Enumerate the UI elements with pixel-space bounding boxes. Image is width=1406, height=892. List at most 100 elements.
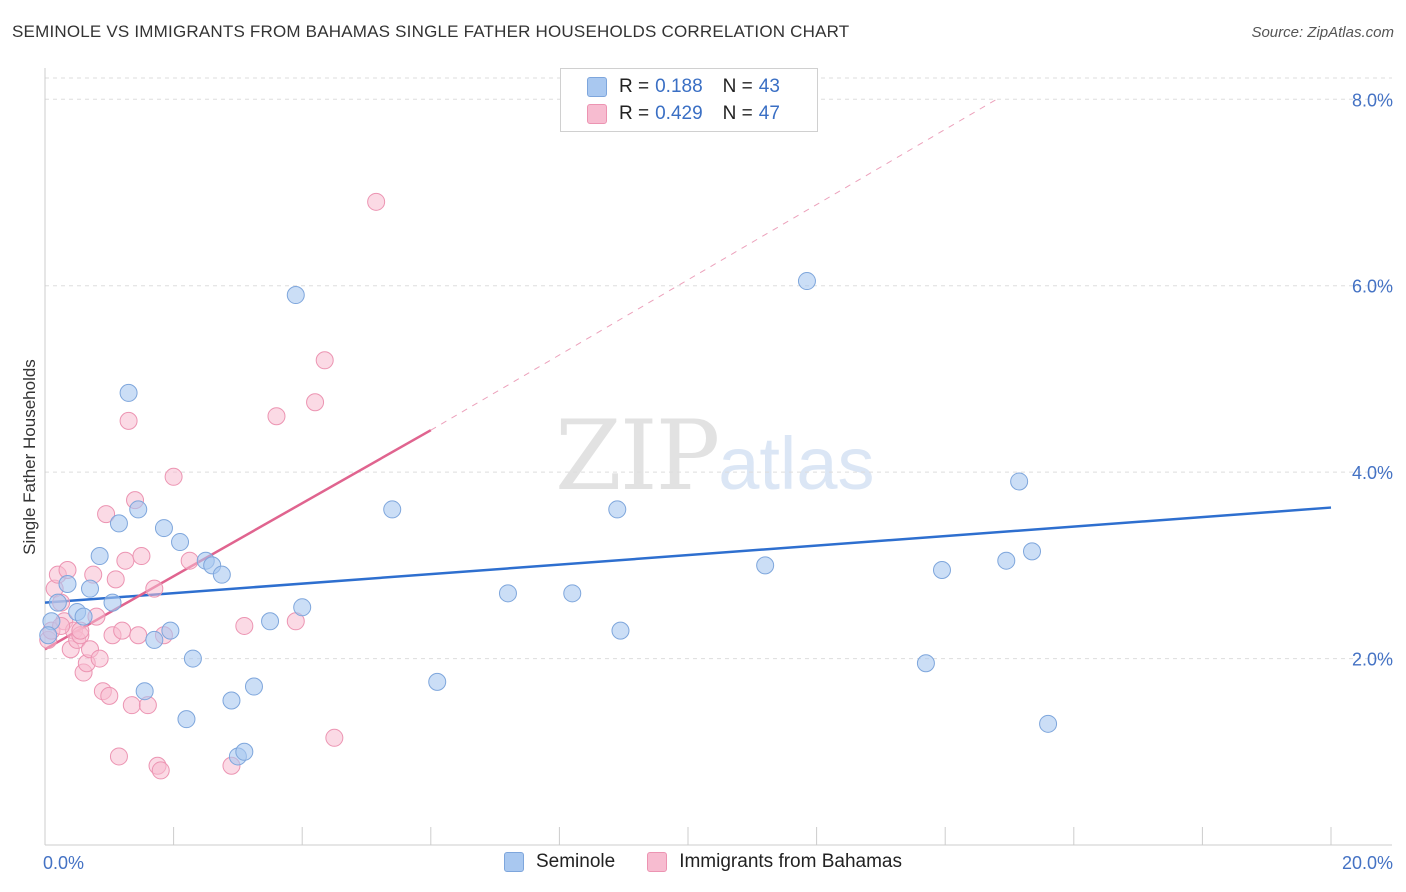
legend-r-value: 0.188 [655,76,703,97]
bahamas-point [267,407,286,426]
bahamas-point [129,626,148,645]
watermark-zip: ZIP [555,400,720,512]
watermark: ZIPatlas [555,400,875,512]
seminole-point [58,575,77,593]
bahamas-point [235,616,254,635]
legend-r-label: R = [619,103,650,124]
legend-n-label: N = [722,103,753,124]
series-legend: Seminole Immigrants from Bahamas [0,851,1406,873]
seminole-point [145,630,164,649]
seminole-point [756,556,775,575]
y-tick-label: 2.0% [1352,650,1393,670]
seminole-point [81,579,100,598]
bahamas-point [97,505,116,524]
bahamas-point [119,411,138,430]
seminole-point [39,626,58,645]
seminole-point [1010,472,1029,491]
bahamas-point [151,761,170,780]
seminole-point [171,533,190,552]
tick-labels: 2.0% 4.0% 6.0% 8.0% 0.0% 20.0% [43,90,1393,873]
seminole-point [212,565,231,584]
data-points [39,192,1058,780]
bahamas-point [109,747,128,766]
seminole-point [261,612,280,631]
seminole-swatch [587,77,607,97]
seminole-point [177,710,196,729]
bahamas-swatch [587,104,607,124]
bahamas-point [367,192,386,211]
bahamas-point [106,570,125,589]
x-tick-label: 20.0% [1342,853,1393,873]
bahamas-point [113,621,132,640]
bahamas-point [306,393,325,412]
seminole-point [997,551,1016,570]
bahamas-point [90,649,109,668]
bahamas-point [315,351,334,370]
seminole-point [183,649,202,668]
seminole-point [222,691,241,710]
x-tick-label: 0.0% [43,853,84,873]
bahamas-point [132,547,151,566]
stats-legend: R = 0.188 N = 43 R = 0.429 N = 47 [560,68,818,132]
seminole-point [74,607,93,626]
bahamas-point [100,686,119,705]
bahamas-point [116,551,135,570]
seminole-point [1039,714,1058,733]
seminole-point [608,500,627,519]
seminole-point [48,593,67,612]
y-axis-label: Single Father Households [20,359,39,555]
legend-item-seminole[interactable]: Seminole [503,851,616,873]
seminole-point [797,272,816,291]
legend-n-value: 43 [758,76,780,97]
seminole-point [498,584,517,603]
legend-r-value: 0.429 [655,103,703,124]
source-label: Source: ZipAtlas.com [1251,24,1394,41]
seminole-point [428,672,447,691]
legend-label: Immigrants from Bahamas [679,851,902,872]
bahamas-point [325,728,344,747]
seminole-point [383,500,402,519]
seminole-point [916,654,935,673]
legend-row-seminole: R = 0.188 N = 43 [587,74,780,100]
seminole-point [932,561,951,580]
seminole-point [154,519,173,538]
bahamas-point [164,467,183,486]
seminole-point [286,286,305,305]
legend-item-bahamas[interactable]: Immigrants from Bahamas [647,851,902,873]
legend-n-label: N = [722,76,753,97]
legend-label: Seminole [535,851,616,872]
seminole-trend-line [44,506,1332,604]
seminole-point [119,383,138,402]
seminole-point [293,598,312,617]
bahamas-point [122,696,141,715]
legend-r-label: R = [619,76,650,97]
axes [44,68,1392,846]
legend-n-value: 47 [758,103,780,124]
seminole-point [129,500,148,519]
seminole-point [161,621,180,640]
legend-row-bahamas: R = 0.429 N = 47 [587,101,780,127]
chart-title: SEMINOLE VS IMMIGRANTS FROM BAHAMAS SING… [12,22,850,41]
seminole-point [103,593,122,612]
watermark-atlas: atlas [718,422,875,505]
seminole-point [90,547,109,566]
y-tick-label: 8.0% [1352,90,1393,110]
seminole-point [109,514,128,533]
bahamas-trend-extension [430,98,997,431]
bahamas-swatch [647,852,668,872]
seminole-point [611,621,630,640]
y-tick-label: 6.0% [1352,277,1393,297]
y-tick-label: 4.0% [1352,463,1393,483]
bahamas-trend-line [44,429,432,651]
seminole-point [244,677,263,696]
seminole-point [563,584,582,603]
gridlines [45,77,1392,660]
seminole-swatch [503,852,524,872]
bahamas-point [145,579,164,598]
seminole-point [235,742,254,761]
trend-lines [44,98,1332,651]
bahamas-point [180,551,199,570]
seminole-point [135,682,154,701]
seminole-point [1023,542,1042,561]
